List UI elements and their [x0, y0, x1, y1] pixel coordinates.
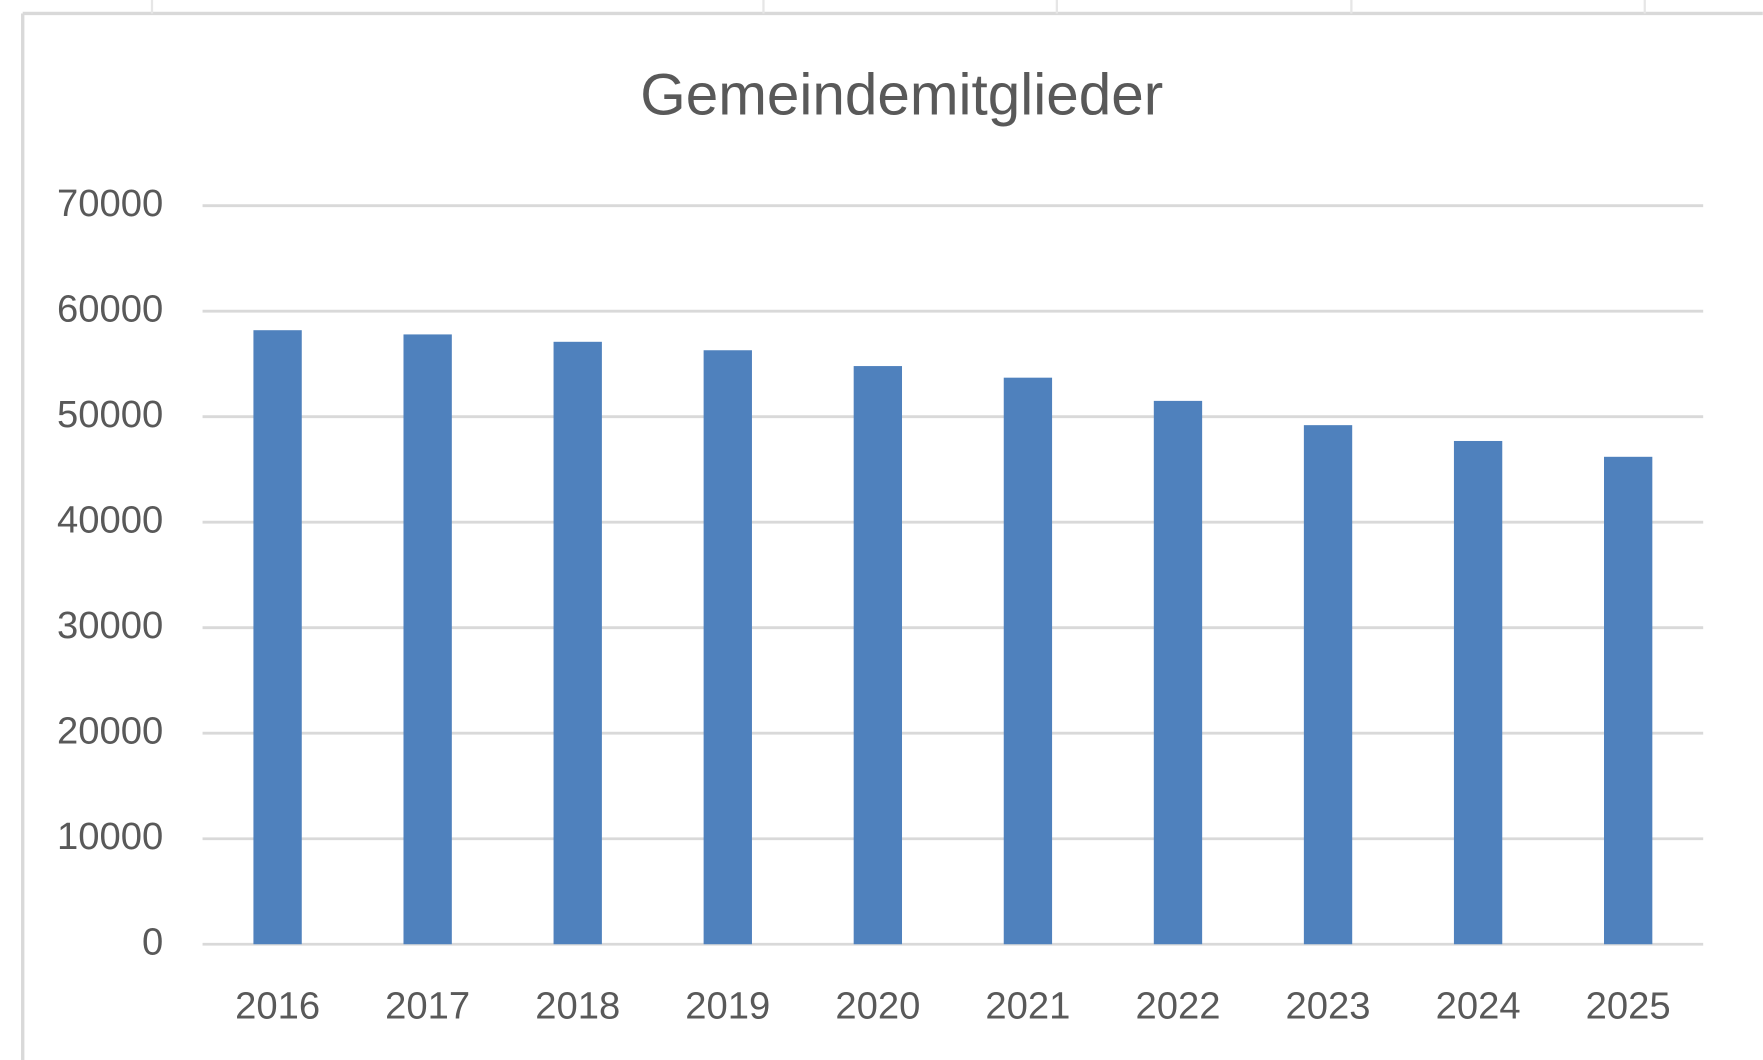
- y-tick-label: 0: [142, 920, 163, 963]
- x-tick-label: 2021: [985, 984, 1070, 1027]
- bar: [553, 341, 602, 945]
- bar: [1453, 440, 1503, 945]
- bar: [853, 366, 903, 945]
- bar: [1303, 425, 1353, 945]
- x-tick-label: 2019: [685, 984, 770, 1027]
- y-tick-label: 40000: [57, 498, 163, 541]
- x-tick-label: 2023: [1286, 984, 1371, 1027]
- x-tick-label: 2017: [385, 984, 470, 1027]
- y-tick-label: 20000: [57, 709, 163, 752]
- bar: [1003, 377, 1053, 945]
- y-tick-label: 50000: [57, 393, 163, 436]
- x-tick-label: 2018: [535, 984, 620, 1027]
- y-tick-label: 10000: [57, 815, 163, 858]
- x-tick-label: 2020: [835, 984, 920, 1027]
- x-tick-label: 2022: [1135, 984, 1220, 1027]
- x-tick-label: 2024: [1436, 984, 1521, 1027]
- y-tick-label: 60000: [57, 287, 163, 330]
- chart-title: Gemeindemitglieder: [640, 62, 1163, 127]
- x-tick-label: 2025: [1586, 984, 1671, 1027]
- bar: [253, 330, 302, 945]
- y-tick-label: 30000: [57, 604, 163, 647]
- bar: [403, 334, 452, 945]
- x-tick-label: 2016: [235, 984, 320, 1027]
- bar: [1603, 456, 1653, 945]
- sheet-frame: [21, 0, 1763, 1060]
- bar: [703, 350, 752, 945]
- bar: [1153, 400, 1203, 945]
- y-tick-label: 70000: [57, 182, 163, 225]
